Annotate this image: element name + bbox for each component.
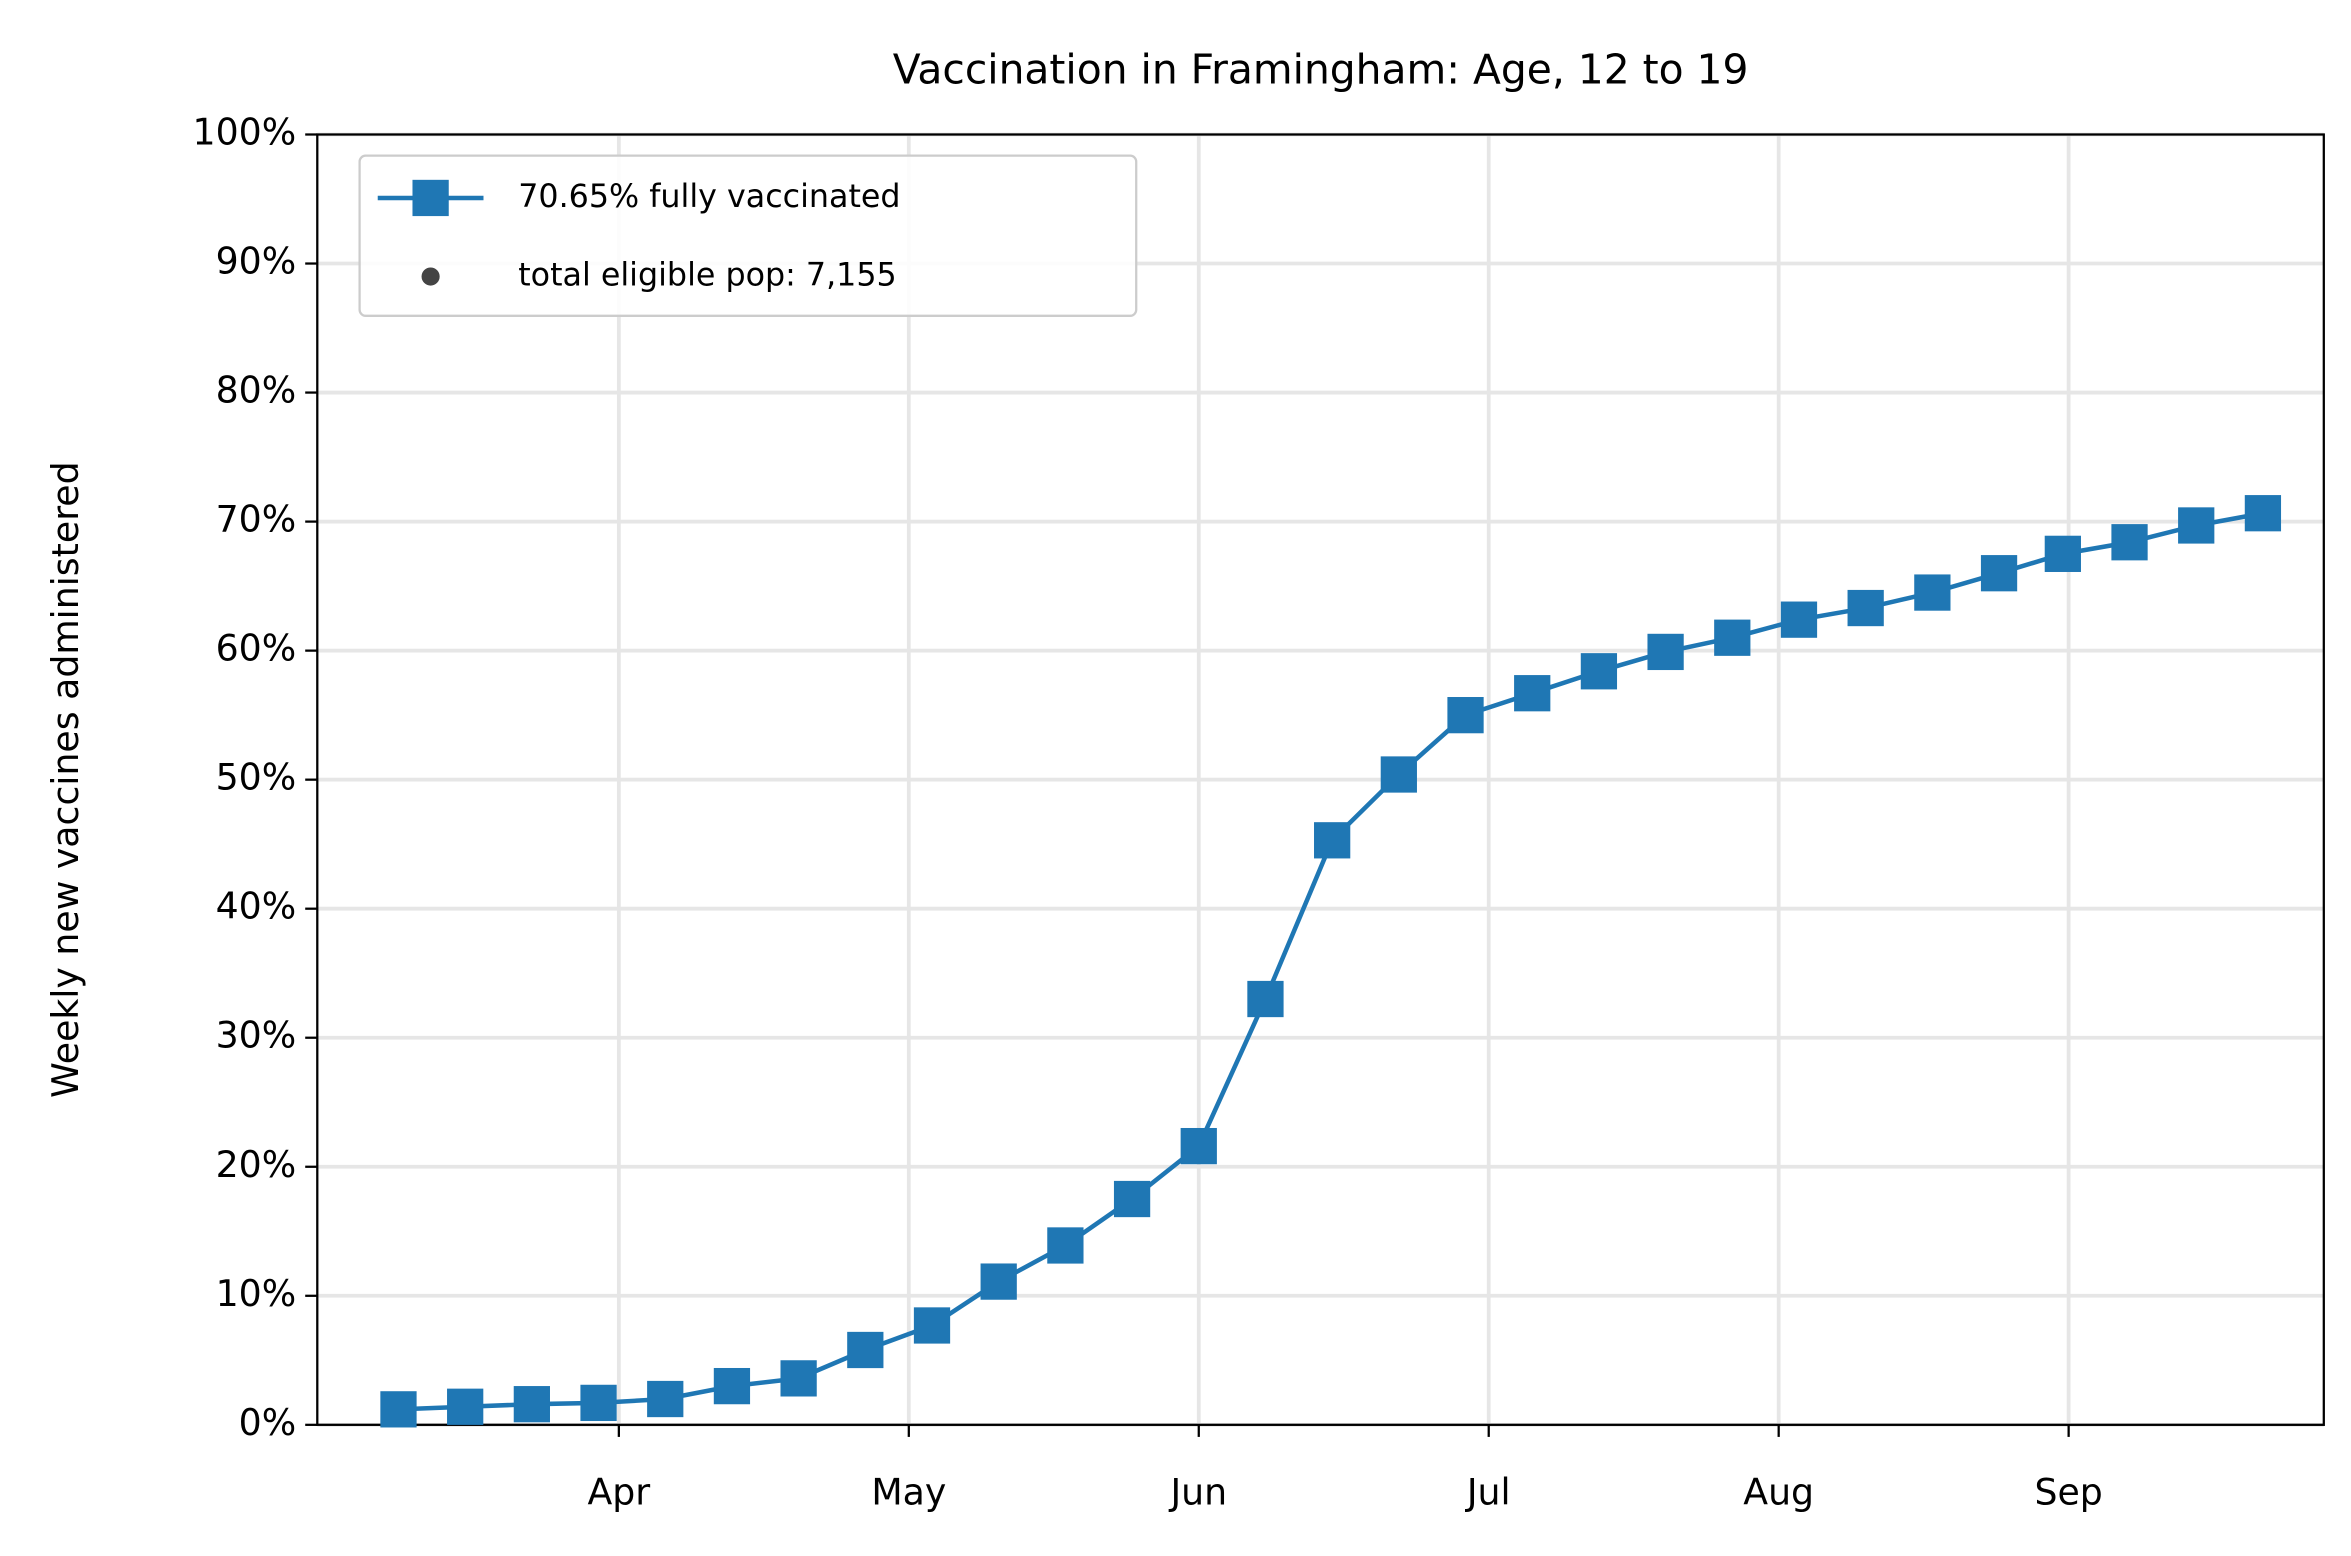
x-tick-label: Apr <box>587 1470 650 1513</box>
y-tick-label: 30% <box>216 1014 297 1057</box>
data-point <box>447 1388 484 1425</box>
data-point <box>513 1386 550 1423</box>
data-point <box>1247 980 1284 1018</box>
legend-marker <box>412 179 449 217</box>
y-tick-label: 70% <box>216 498 297 541</box>
data-point <box>1580 653 1618 690</box>
data-point <box>913 1307 951 1344</box>
data-point <box>780 1360 817 1397</box>
x-tick-label: Sep <box>2034 1470 2102 1513</box>
y-tick-label: 0% <box>239 1401 297 1444</box>
data-point <box>647 1380 684 1418</box>
data-point <box>1180 1127 1217 1165</box>
data-point <box>380 1391 417 1428</box>
y-tick-label: 50% <box>216 756 297 799</box>
data-point <box>2111 524 2148 561</box>
legend-box <box>358 154 1138 317</box>
y-tick-label: 40% <box>216 885 297 928</box>
plot-frame <box>316 133 2325 1426</box>
y-tick-label: 100% <box>193 110 297 153</box>
y-tick-label: 60% <box>216 627 297 670</box>
y-tick-label: 80% <box>216 369 297 412</box>
data-point <box>1113 1180 1151 1218</box>
legend-marker <box>421 267 440 286</box>
data-point <box>2044 535 2081 572</box>
data-point <box>2244 495 2282 532</box>
data-point <box>1914 574 1951 611</box>
data-point <box>1047 1227 1084 1264</box>
data-point <box>1847 589 1884 627</box>
data-point <box>980 1263 1017 1300</box>
data-point <box>1980 555 2018 592</box>
data-point <box>713 1367 751 1405</box>
data-point <box>1447 697 1484 734</box>
y-tick-label: 20% <box>216 1143 297 1186</box>
x-tick-label: Jun <box>1168 1470 1227 1513</box>
data-point <box>1780 601 1818 638</box>
legend-label: total eligible pop: 7,155 <box>518 258 897 294</box>
data-point <box>580 1384 617 1422</box>
x-tick-label: May <box>871 1470 946 1513</box>
data-point <box>1647 633 1684 671</box>
chart-title: Vaccination in Framingham: Age, 12 to 19 <box>893 46 1749 94</box>
data-point <box>1714 619 1751 656</box>
data-point <box>1514 675 1551 712</box>
data-point <box>2178 507 2215 544</box>
x-tick-label: Aug <box>1743 1470 1814 1513</box>
data-point <box>1314 822 1351 859</box>
x-tick-label: Jul <box>1465 1470 1511 1513</box>
legend-label: 70.65% fully vaccinated <box>518 179 900 215</box>
y-tick-label: 10% <box>216 1272 297 1315</box>
y-tick-label: 90% <box>216 240 297 283</box>
data-point <box>1380 756 1417 793</box>
data-point <box>847 1331 884 1369</box>
y-axis-label: Weekly new vaccines administered <box>44 461 87 1098</box>
